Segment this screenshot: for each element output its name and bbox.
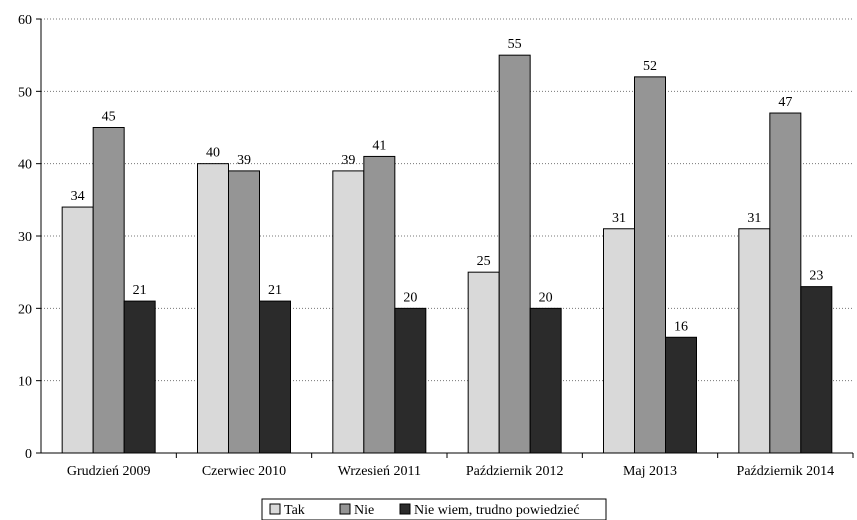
bar: [92, 127, 125, 454]
bar: [498, 54, 531, 454]
data-label: 20: [539, 290, 553, 305]
bar: [529, 307, 562, 454]
bar: [738, 228, 771, 454]
bars: 34 45 21 40 39 21 39 41 20 25 55 20 31 52 16 31 47 23: [61, 37, 833, 454]
data-label: 47: [778, 95, 792, 110]
legend-label: Nie wiem, trudno powiedzieć: [414, 503, 580, 518]
legend-swatch: [339, 503, 351, 515]
x-tick-label: Wrzesień 2011: [338, 464, 421, 479]
y-tick-label: 10: [18, 375, 32, 390]
x-axis: Grudzień 2009 Czerwiec 2010 Wrzesień 2011 P…: [41, 452, 854, 479]
legend-swatch: [269, 503, 281, 515]
data-label: 25: [477, 254, 491, 269]
bar: [61, 206, 94, 454]
legend-label: Nie: [354, 503, 374, 518]
data-label: 39: [341, 153, 355, 168]
data-label: 20: [403, 290, 417, 305]
y-tick-label: 20: [18, 302, 32, 317]
data-label: 21: [133, 283, 147, 298]
data-label: 40: [206, 146, 220, 161]
data-label: 52: [643, 59, 657, 74]
legend-swatch: [399, 503, 411, 515]
bar: [197, 163, 229, 454]
bar: [769, 112, 802, 454]
data-label: 31: [612, 211, 626, 226]
bar: [123, 300, 156, 454]
bar: [394, 307, 427, 454]
y-tick-label: 0: [25, 447, 32, 462]
bar: [800, 286, 833, 454]
y-axis: 0 10 20 30 40 50 60: [18, 13, 42, 462]
y-tick-label: 40: [18, 158, 32, 173]
bar: [363, 155, 396, 454]
data-label: 23: [809, 269, 823, 284]
data-label: 16: [674, 319, 688, 334]
y-tick-label: 30: [18, 230, 32, 245]
bar: [603, 228, 635, 454]
x-tick-label: Czerwiec 2010: [202, 464, 286, 479]
bar: [259, 300, 291, 454]
legend-label: Tak: [284, 503, 305, 518]
data-label: 41: [372, 138, 386, 153]
grid-lines: [41, 18, 853, 382]
data-label: 55: [508, 37, 522, 52]
bar: [467, 271, 500, 454]
bar: [228, 170, 260, 454]
bar: [665, 336, 697, 454]
bar: [332, 170, 365, 454]
legend: Tak Nie Nie wiem, trudno powiedzieć: [261, 498, 607, 520]
data-label: 31: [747, 211, 761, 226]
bar: [634, 76, 666, 454]
data-label: 39: [237, 153, 251, 168]
y-tick-label: 50: [18, 85, 32, 100]
data-label: 21: [268, 283, 282, 298]
data-label: 34: [71, 189, 85, 204]
x-tick-label: Maj 2013: [623, 464, 677, 479]
x-tick-label: Październik 2012: [466, 464, 564, 479]
x-tick-label: Październik 2014: [737, 464, 835, 479]
x-tick-label: Grudzień 2009: [67, 464, 151, 479]
data-label: 45: [102, 110, 116, 125]
y-tick-label: 60: [18, 13, 32, 28]
